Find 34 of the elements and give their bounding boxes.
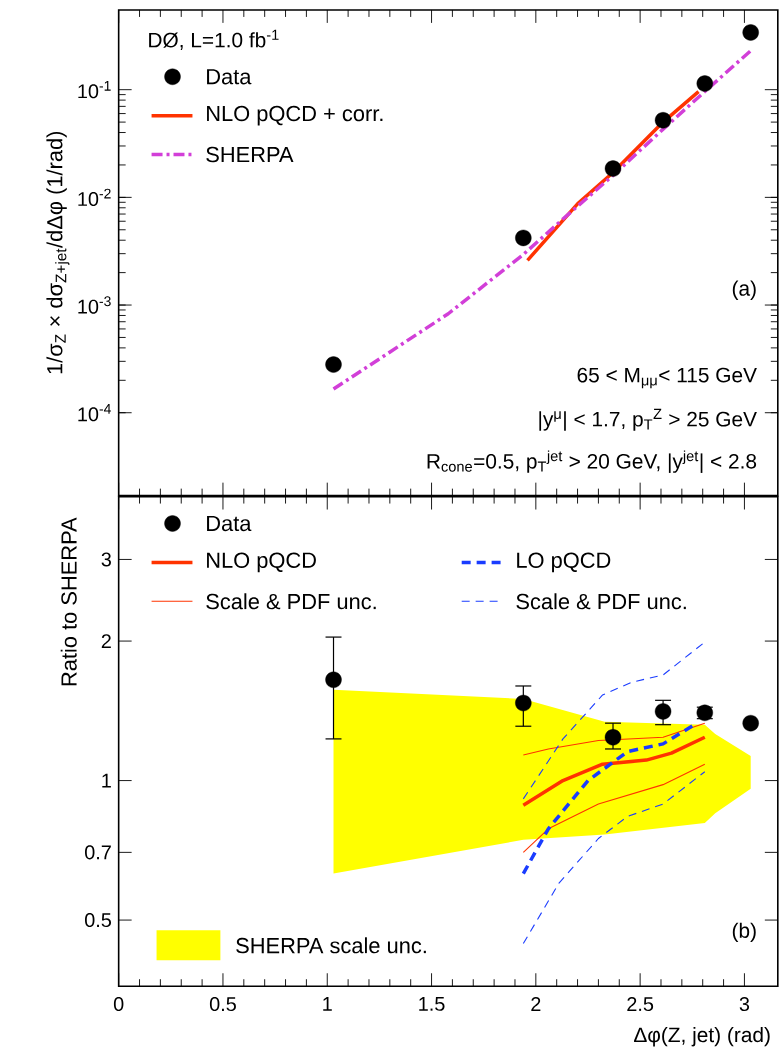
x-tick-label: 0	[114, 997, 124, 1012]
annotation: DØ, L=1.0 fb$^{-1}$	[149, 29, 279, 50]
y-tick-label: 10$^{-4}$	[78, 404, 112, 422]
legend-label: Data	[207, 69, 252, 85]
legend-label: LO pQCD	[517, 552, 611, 573]
x-tick-label: 1.5	[419, 997, 445, 1011]
x-tick-label: 2.5	[627, 997, 654, 1012]
y-tick-label: 10$^{-2}$	[78, 188, 111, 207]
legend-label: SHERPA	[206, 146, 294, 163]
legend-label: SHERPA scale unc.	[236, 937, 426, 954]
x-tick-label: 1	[323, 997, 332, 1011]
y-tick-label: 10$^{-3}$	[78, 296, 111, 314]
legend-label: NLO pQCD + corr.	[207, 105, 383, 126]
legend-label: Scale & PDF unc.	[516, 593, 686, 610]
legend-label: Data	[207, 515, 252, 532]
annotation: R$_{cone}$=0.5, p$_{T}$$^{jet}$ > 20 GeV, |y$^{jet}$| < 2.8	[427, 450, 757, 473]
annotation: (b)	[732, 922, 756, 943]
y-tick-label: 1	[102, 773, 111, 788]
annotation: (a)	[732, 280, 756, 300]
x-axis-title: Δφ(Z, jet) (rad)	[634, 1026, 770, 1047]
x-tick-label: 3	[739, 997, 750, 1012]
y-tick-label: 0.5	[85, 913, 112, 928]
legend-label: Scale & PDF unc.	[206, 593, 376, 610]
legend-label: NLO pQCD	[207, 552, 317, 573]
y-tick-label: 10$^{-1}$	[78, 81, 111, 99]
x-tick-label: 0.5	[210, 997, 237, 1012]
annotation: |y$^{μ}$| < 1.7, p$_{T}$$^{Z}$ > 25 GeV	[539, 408, 758, 431]
y-tick-label: 0.7	[85, 845, 111, 860]
y-axis-title: Ratio to SHERPA	[60, 517, 77, 686]
x-tick-label: 2	[531, 997, 541, 1011]
y-axis-title: 1/σ$_{Z}$ × dσ$_{Z+jet}$/dΔφ (1/rad)	[46, 131, 70, 374]
y-tick-label: 2	[101, 634, 111, 649]
annotation: 65 < M$_{μμ}$< 115 GeV	[577, 367, 758, 389]
y-tick-label: 3	[101, 552, 112, 567]
